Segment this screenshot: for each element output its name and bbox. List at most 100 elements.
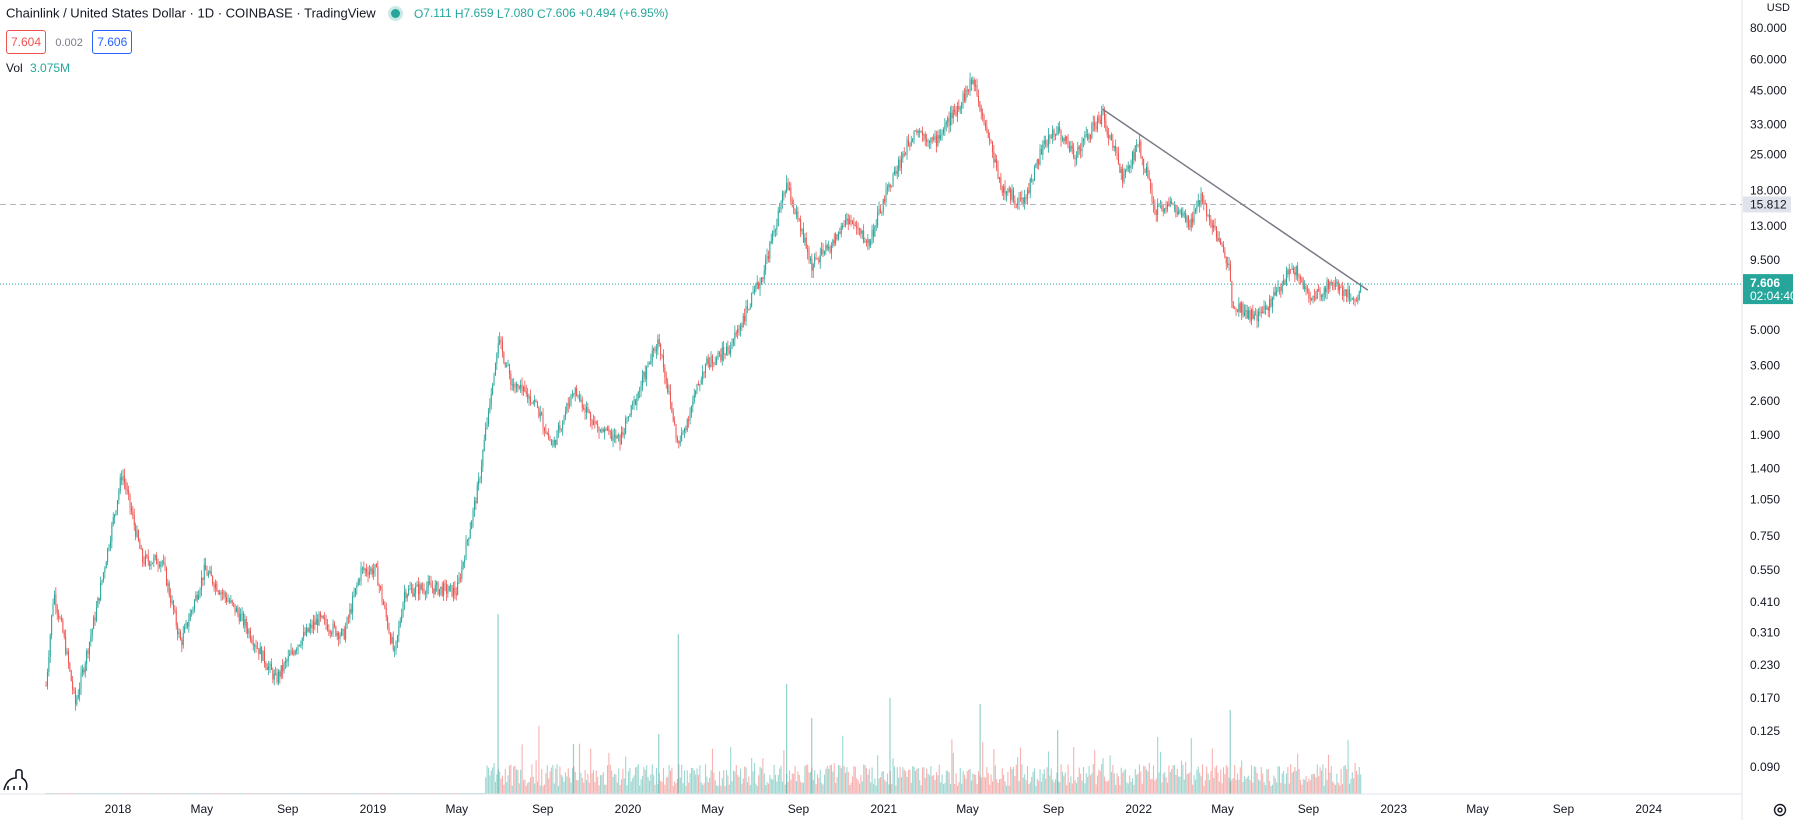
candle-body [895, 170, 897, 174]
candle-body [598, 426, 600, 432]
volume-bar [1306, 781, 1309, 794]
volume-bar [1190, 738, 1192, 794]
candle-body [91, 629, 93, 636]
candle-body [256, 647, 258, 649]
sell-price-button[interactable]: 7.604 [6, 29, 47, 54]
candle-body [310, 624, 312, 629]
volume-bar [741, 783, 743, 794]
volume-bar [955, 773, 957, 794]
volume-bar [1207, 773, 1209, 794]
volume-bar [1182, 764, 1184, 794]
volume-bar [892, 758, 894, 794]
candle-body [291, 650, 293, 653]
volume-bar [1315, 777, 1317, 794]
candle-body [571, 393, 573, 395]
volume-bar [865, 768, 868, 794]
candle-body [542, 415, 544, 429]
candle-body [214, 583, 216, 588]
volume-bar [1340, 768, 1342, 794]
price-axis[interactable]: 80.00060.00045.00033.00025.00018.00013.0… [1750, 21, 1787, 774]
volume-bar [587, 773, 589, 794]
volume-bar [525, 785, 527, 794]
candle-body [182, 632, 184, 646]
volume-bar [1301, 784, 1303, 794]
volume-bar [503, 784, 505, 794]
candle-body [891, 186, 893, 188]
candle-body [346, 617, 348, 628]
volume-bar [653, 774, 655, 794]
candle-body [205, 564, 207, 571]
volume-bar [1269, 781, 1271, 794]
candle-body [88, 642, 90, 654]
candle-body [1236, 310, 1238, 312]
volume-bar [1028, 784, 1030, 794]
volume-bar [842, 735, 844, 794]
volume-bar [987, 773, 989, 794]
volume-bar [800, 781, 802, 794]
candle-body [753, 289, 755, 292]
volume-bar [1211, 748, 1213, 794]
candle-body [242, 613, 244, 626]
volume-bar [612, 776, 614, 794]
volume-bar [1288, 783, 1290, 794]
candle-body [559, 425, 561, 430]
buy-price-button[interactable]: 7.606 [92, 29, 133, 54]
candle-body [409, 588, 411, 590]
candle-body [143, 561, 145, 565]
volume-bar [1031, 776, 1033, 794]
volume-bar [990, 774, 992, 794]
volume-bar [1232, 778, 1234, 794]
candle-body [328, 630, 330, 632]
candle-body [975, 85, 977, 87]
volume-bar [1054, 779, 1057, 794]
candle-body [870, 240, 872, 246]
currency-selector[interactable]: USD [1766, 2, 1790, 14]
market-status-icon[interactable] [391, 9, 401, 19]
y-tick-label: 0.310 [1750, 625, 1780, 639]
candle-body [1123, 174, 1125, 183]
candle-body [1103, 110, 1105, 121]
time-axis[interactable]: 2018 May Sep 2019 May Sep 2020 May Sep 2021 May Sep… [105, 802, 1663, 816]
x-tick-label: 2020 [615, 802, 642, 816]
tradingview-logo-icon[interactable] [3, 768, 28, 791]
volume-bar [1350, 779, 1352, 794]
volume-bar [783, 750, 785, 794]
volume-bar [1222, 767, 1225, 794]
volume-bar [1024, 774, 1026, 794]
volume-bar [560, 774, 562, 794]
settings-gear-icon[interactable] [1773, 803, 1787, 817]
volume-bar [891, 784, 893, 794]
candle-body [107, 548, 109, 563]
candle-body [1122, 169, 1124, 183]
candle-body [923, 134, 925, 136]
y-tick-label: 0.750 [1750, 529, 1780, 543]
volume-bar [672, 785, 674, 794]
candle-body [272, 669, 274, 680]
candle-body [317, 619, 319, 626]
volume-bar [791, 773, 793, 794]
trendline[interactable] [1101, 108, 1369, 291]
candle-body [349, 609, 351, 618]
volume-bar [942, 784, 945, 794]
candle-body [727, 346, 729, 351]
volume-bar [574, 771, 576, 794]
volume-bar [853, 766, 855, 794]
volume-bar [520, 769, 522, 794]
candle-body [212, 576, 214, 584]
candle-body [286, 660, 288, 662]
candle-body [818, 258, 820, 263]
candle-body [1270, 298, 1272, 307]
candle-body [158, 565, 160, 567]
y-tick-label: 2.600 [1750, 394, 1780, 408]
candle-body [137, 530, 139, 541]
volume-bar [884, 779, 886, 794]
candle-body [731, 344, 733, 349]
candle-body [1073, 148, 1075, 158]
volume-bar [871, 767, 873, 794]
y-tick-label: 1.900 [1750, 428, 1780, 442]
volume-bar [1166, 782, 1169, 794]
candle-body [811, 259, 813, 271]
volume-bar [1070, 776, 1072, 794]
symbol-title[interactable]: Chainlink / United States Dollar · 1D · … [6, 5, 376, 21]
